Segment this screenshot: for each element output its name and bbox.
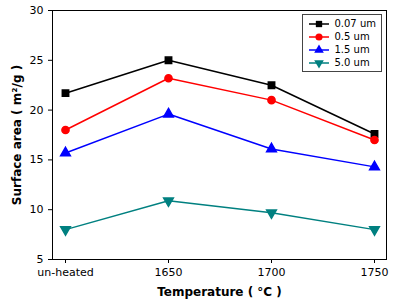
svg-text:10: 10 xyxy=(30,203,44,216)
html-text:0.5 um: 0.5 um xyxy=(334,31,370,42)
svg-text:20: 20 xyxy=(30,104,44,117)
svg-text:1750: 1750 xyxy=(361,266,389,279)
svg-text:15: 15 xyxy=(30,153,44,166)
svg-text:Surface area ( m²/g ): Surface area ( m²/g ) xyxy=(10,65,24,205)
svg-text:1650: 1650 xyxy=(155,266,183,279)
html-text:5.0 um: 5.0 um xyxy=(334,57,370,68)
svg-text:un-heated: un-heated xyxy=(37,266,93,279)
html-text:0.07 um: 0.07 um xyxy=(334,18,376,29)
svg-text:30: 30 xyxy=(30,4,44,17)
svg-text:1700: 1700 xyxy=(258,266,286,279)
svg-text:5: 5 xyxy=(37,253,44,266)
svg-text:25: 25 xyxy=(30,54,44,67)
svg-text:Temperature ( °C ): Temperature ( °C ) xyxy=(157,285,282,299)
html-text:1.5 um: 1.5 um xyxy=(334,44,370,55)
